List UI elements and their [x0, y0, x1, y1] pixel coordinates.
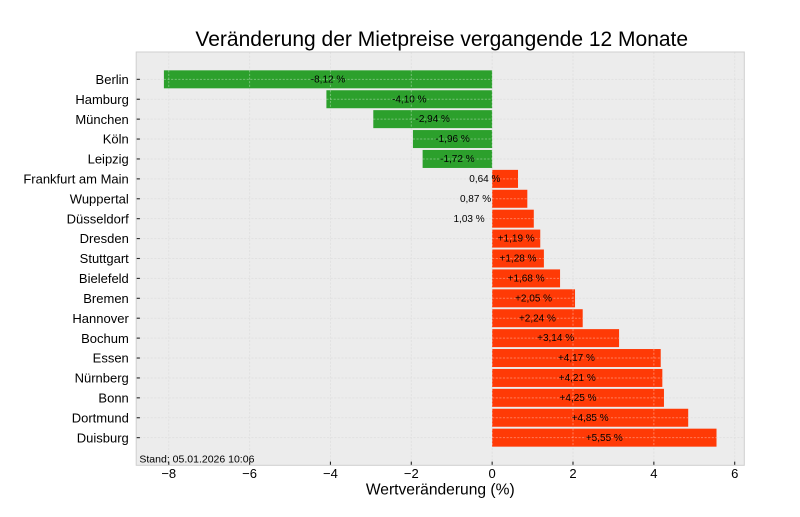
svg-text:Bielefeld: Bielefeld	[79, 271, 129, 286]
svg-text:+3,14 %: +3,14 %	[537, 333, 574, 344]
svg-text:+4,85 %: +4,85 %	[572, 413, 609, 424]
svg-text:4: 4	[650, 466, 657, 481]
svg-text:München: München	[75, 112, 128, 127]
svg-text:+4,21 %: +4,21 %	[559, 373, 596, 384]
svg-text:Essen: Essen	[93, 351, 129, 366]
svg-text:Wuppertal: Wuppertal	[70, 191, 129, 206]
svg-text:-4,10 %: -4,10 %	[392, 94, 427, 105]
svg-text:+1,28 %: +1,28 %	[500, 254, 537, 265]
svg-text:Berlin: Berlin	[96, 72, 129, 87]
svg-text:Veränderung der Mietpreise ver: Veränderung der Mietpreise vergangende 1…	[195, 28, 688, 51]
svg-text:+1,19 %: +1,19 %	[498, 234, 535, 245]
svg-text:Stand: 05.01.2026 10:06: Stand: 05.01.2026 10:06	[139, 454, 254, 466]
svg-text:+2,05 %: +2,05 %	[515, 293, 552, 304]
svg-text:-8,12 %: -8,12 %	[311, 74, 346, 85]
svg-text:-2,94 %: -2,94 %	[415, 114, 450, 125]
svg-text:0,87 %: 0,87 %	[460, 194, 491, 205]
svg-text:Hamburg: Hamburg	[75, 92, 128, 107]
svg-text:Dortmund: Dortmund	[72, 410, 129, 425]
svg-text:1,03 %: 1,03 %	[454, 214, 485, 225]
svg-text:Duisburg: Duisburg	[77, 430, 129, 445]
svg-text:0,64 %: 0,64 %	[469, 174, 500, 185]
svg-text:Düsseldorf: Düsseldorf	[67, 211, 130, 226]
svg-text:-1,72 %: -1,72 %	[440, 154, 475, 165]
svg-text:Dresden: Dresden	[80, 231, 129, 246]
svg-text:−8: −8	[161, 466, 176, 481]
svg-text:-1,96 %: -1,96 %	[435, 134, 470, 145]
svg-text:−4: −4	[323, 466, 338, 481]
svg-text:Stuttgart: Stuttgart	[80, 251, 130, 266]
svg-text:+2,24 %: +2,24 %	[519, 313, 556, 324]
svg-text:Bochum: Bochum	[81, 331, 129, 346]
svg-text:+5,55 %: +5,55 %	[586, 433, 623, 444]
svg-text:+1,68 %: +1,68 %	[508, 274, 545, 285]
svg-text:Köln: Köln	[103, 132, 129, 147]
svg-text:0: 0	[489, 466, 496, 481]
svg-text:6: 6	[731, 466, 738, 481]
svg-text:+4,25 %: +4,25 %	[560, 393, 597, 404]
svg-text:Nürnberg: Nürnberg	[75, 371, 129, 386]
svg-text:2: 2	[569, 466, 576, 481]
svg-text:Wertveränderung (%): Wertveränderung (%)	[366, 481, 515, 498]
svg-text:Bremen: Bremen	[83, 291, 129, 306]
svg-text:Leipzig: Leipzig	[88, 152, 129, 167]
svg-text:−6: −6	[242, 466, 257, 481]
svg-text:+4,17 %: +4,17 %	[558, 353, 595, 364]
svg-text:Hannover: Hannover	[72, 311, 129, 326]
svg-text:−2: −2	[404, 466, 419, 481]
svg-text:Frankfurt am Main: Frankfurt am Main	[23, 172, 128, 187]
svg-text:Bonn: Bonn	[98, 390, 128, 405]
